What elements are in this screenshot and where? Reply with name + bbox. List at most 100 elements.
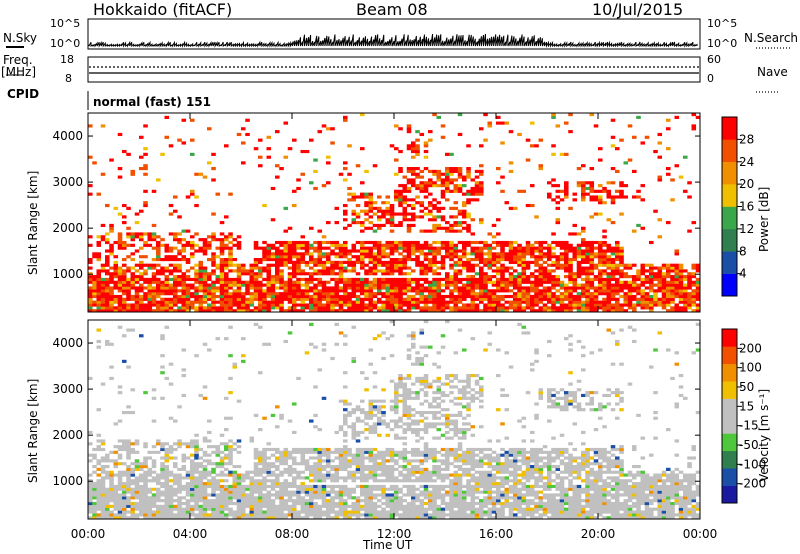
heatmap-cell (398, 195, 403, 199)
heatmap-cell (670, 286, 675, 290)
heatmap-cell (687, 286, 692, 290)
heatmap-cell (326, 252, 331, 256)
heatmap-cell (602, 277, 607, 282)
heatmap-cell (598, 272, 603, 276)
heatmap-cell (474, 175, 480, 179)
heatmap-cell (156, 516, 161, 520)
heatmap-cell (313, 186, 318, 191)
heatmap-cell (117, 470, 123, 474)
heatmap-cell (164, 289, 170, 293)
heatmap-cell (177, 482, 182, 486)
heatmap-cell (428, 246, 433, 250)
heatmap-cell (139, 263, 144, 267)
heatmap-cell (598, 201, 603, 205)
heatmap-cell (168, 246, 174, 250)
heatmap-cell (313, 260, 318, 264)
heatmap-cell (619, 260, 624, 264)
heatmap-cell (402, 292, 408, 296)
heatmap-cell (156, 513, 161, 517)
heatmap-cell (105, 277, 110, 282)
heatmap-cell (236, 235, 242, 239)
heatmap-cell (347, 309, 352, 313)
heatmap-cell (462, 263, 467, 267)
heatmap-cell (100, 493, 106, 497)
heatmap-cell (334, 297, 340, 301)
heatmap-cell (109, 496, 114, 500)
heatmap-cell (321, 289, 327, 293)
heatmap-cell (385, 209, 391, 213)
heatmap-cell (245, 513, 250, 517)
heatmap-cell (419, 266, 425, 270)
heatmap-cell (360, 300, 365, 304)
heatmap-cell (262, 479, 267, 483)
heatmap-cell (406, 198, 412, 202)
heatmap-cell (368, 464, 374, 469)
heatmap-cell (364, 297, 369, 301)
heatmap-cell (368, 456, 374, 460)
heatmap-cell (657, 297, 663, 301)
heatmap-cell (496, 306, 501, 310)
heatmap-cell (385, 453, 391, 457)
heatmap-cell (317, 309, 323, 313)
heatmap-cell (202, 487, 208, 491)
heatmap-cell (207, 303, 212, 307)
heatmap-cell (381, 331, 386, 335)
heatmap-cell (96, 339, 102, 344)
heatmap-cell (156, 280, 161, 284)
heatmap-cell (122, 240, 127, 245)
heatmap-cell (343, 294, 348, 299)
heatmap-cell (496, 232, 501, 236)
heatmap-cell (411, 203, 416, 208)
heatmap-cell (423, 167, 429, 171)
heatmap-cell (389, 257, 395, 262)
heatmap-cell (143, 391, 148, 395)
heatmap-cell (177, 309, 182, 313)
heatmap-cell (368, 309, 374, 313)
heatmap-cell (360, 181, 365, 185)
heatmap-cell (198, 499, 204, 503)
heatmap-cell (479, 309, 484, 313)
heatmap-cell (283, 459, 289, 463)
heatmap-cell (530, 272, 535, 276)
heatmap-cell (198, 504, 204, 508)
heatmap-cell (513, 309, 518, 313)
heatmap-cell (173, 209, 178, 213)
heatmap-cell (190, 266, 195, 270)
heatmap-cell (377, 416, 382, 420)
heatmap-cell (695, 303, 701, 307)
heatmap-cell (139, 484, 144, 489)
heatmap-cell (453, 289, 459, 293)
heatmap-cell (598, 303, 603, 307)
heatmap-cell (224, 272, 229, 276)
heatmap-cell (177, 215, 182, 219)
heatmap-cell (615, 269, 620, 273)
heatmap-cell (504, 269, 510, 273)
heatmap-cell (88, 309, 93, 313)
heatmap-cell (228, 447, 233, 452)
heatmap-cell (249, 476, 255, 480)
heatmap-cell (292, 479, 297, 483)
heatmap-cell (266, 275, 272, 279)
heatmap-cell (547, 192, 552, 196)
heatmap-cell (449, 306, 454, 310)
heatmap-cell (100, 303, 106, 307)
heatmap-cell (326, 507, 331, 511)
heatmap-cell (190, 445, 195, 449)
heatmap-cell (423, 303, 429, 307)
heatmap-cell (151, 257, 157, 262)
heatmap-cell (326, 269, 331, 273)
heatmap-cell (198, 393, 204, 398)
heatmap-cell (415, 255, 420, 259)
heatmap-cell (368, 476, 374, 480)
heatmap-cell (343, 416, 348, 420)
heatmap-cell (173, 513, 178, 517)
heatmap-cell (262, 342, 267, 346)
heatmap-cell (168, 212, 174, 216)
heatmap-cell (326, 309, 331, 313)
heatmap-cell (436, 175, 442, 179)
heatmap-cell (321, 459, 327, 463)
heatmap-cell (381, 510, 386, 514)
heatmap-cell (385, 221, 391, 225)
heatmap-cell (470, 266, 476, 270)
heatmap-cell (606, 286, 612, 290)
